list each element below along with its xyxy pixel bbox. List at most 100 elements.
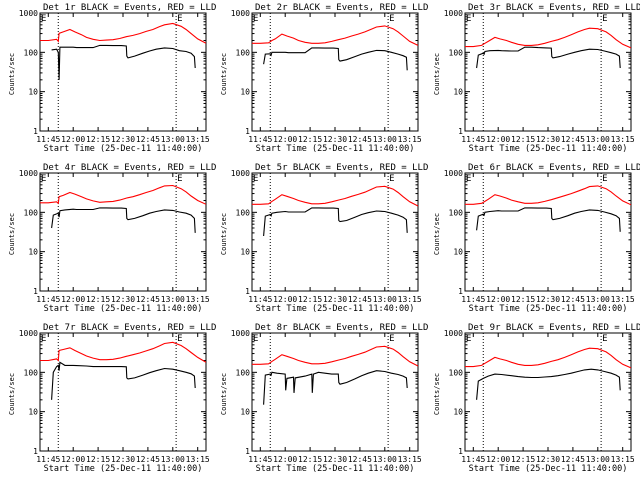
y-tick-label: 1 (33, 447, 38, 456)
y-tick-label: 100 (449, 48, 464, 57)
y-tick-label: 10 (28, 88, 38, 97)
chart-title: Det 8r BLACK = Events, RED = LLD (255, 323, 428, 333)
series-line-lld (252, 345, 418, 367)
chart-title: Det 7r BLACK = Events, RED = LLD (43, 323, 216, 333)
marker-label: E (389, 14, 394, 24)
x-tick-label: 13:15 (186, 455, 210, 464)
x-tick-label: 12:45 (348, 135, 372, 144)
y-tick-label: 10 (453, 88, 463, 97)
x-tick-label: 11:45 (248, 455, 272, 464)
marker-label: E (253, 174, 258, 184)
plot-frame (251, 12, 419, 132)
plot-frame (39, 12, 207, 132)
chart-title: Det 1r BLACK = Events, RED = LLD (43, 3, 216, 13)
x-tick-label: 12:15 (86, 135, 110, 144)
y-axis-label: Counts/sec (433, 373, 441, 415)
x-tick-label: 13:00 (586, 295, 610, 304)
y-tick-label: 1000 (444, 169, 463, 178)
x-tick-label: 13:00 (161, 135, 185, 144)
x-tick-label: 12:15 (511, 295, 535, 304)
y-tick-label: 100 (24, 368, 39, 377)
x-tick-label: 12:15 (511, 135, 535, 144)
y-tick-label: 10 (453, 408, 463, 417)
x-axis-label: Start Time (25-Dec-11 11:40:00) (256, 304, 415, 314)
y-tick-label: 1000 (231, 169, 250, 178)
x-tick-label: 12:15 (86, 295, 110, 304)
marker-label: E (177, 174, 182, 184)
x-tick-label: 12:15 (298, 455, 322, 464)
series-line-events (263, 207, 408, 237)
marker-label: E (466, 14, 471, 24)
series-line-events (263, 47, 408, 71)
y-tick-label: 1000 (19, 9, 38, 18)
x-axis-label: Start Time (25-Dec-11 11:40:00) (44, 464, 203, 474)
y-axis-label: Counts/sec (8, 213, 16, 255)
x-tick-label: 12:00 (486, 455, 510, 464)
x-tick-label: 12:00 (61, 135, 85, 144)
x-tick-label: 13:15 (398, 295, 422, 304)
x-tick-label: 13:15 (398, 135, 422, 144)
chart-title: Det 6r BLACK = Events, RED = LLD (468, 163, 640, 173)
x-tick-label: 11:45 (461, 295, 485, 304)
y-tick-label: 1 (245, 447, 250, 456)
marker-label: E (389, 174, 394, 184)
series-line-events (263, 370, 408, 405)
x-tick-label: 11:45 (36, 135, 60, 144)
x-tick-label: 12:00 (486, 135, 510, 144)
x-tick-label: 13:00 (373, 135, 397, 144)
marker-label: E (41, 174, 46, 184)
y-tick-label: 10 (28, 408, 38, 417)
series-line-events (476, 368, 621, 400)
y-axis-label: Counts/sec (8, 53, 16, 95)
x-tick-label: 12:30 (111, 295, 135, 304)
plot-frame (464, 172, 632, 292)
x-tick-label: 12:00 (486, 295, 510, 304)
x-tick-label: 13:15 (186, 135, 210, 144)
x-tick-label: 12:45 (348, 295, 372, 304)
y-tick-label: 10 (240, 408, 250, 417)
series-line-events (476, 207, 621, 232)
series-line-lld (252, 185, 418, 207)
x-tick-label: 12:00 (61, 295, 85, 304)
x-tick-label: 11:45 (36, 455, 60, 464)
x-tick-label: 11:45 (461, 135, 485, 144)
series-line-events (51, 207, 196, 233)
y-tick-label: 1 (33, 287, 38, 296)
x-tick-label: 11:45 (461, 455, 485, 464)
x-tick-label: 12:00 (273, 135, 297, 144)
x-tick-label: 13:00 (373, 455, 397, 464)
x-tick-label: 12:45 (136, 135, 160, 144)
y-tick-label: 1000 (231, 9, 250, 18)
y-tick-label: 1 (458, 447, 463, 456)
x-tick-label: 11:45 (36, 295, 60, 304)
marker-label: E (253, 334, 258, 344)
x-tick-label: 12:45 (561, 135, 585, 144)
x-tick-label: 12:15 (511, 455, 535, 464)
y-tick-label: 1 (245, 287, 250, 296)
x-tick-label: 13:15 (611, 135, 635, 144)
plot-frame (251, 332, 419, 452)
marker-label: E (41, 14, 46, 24)
x-tick-label: 12:45 (561, 295, 585, 304)
x-tick-label: 12:15 (86, 455, 110, 464)
chart-title: Det 3r BLACK = Events, RED = LLD (468, 3, 640, 13)
x-axis-label: Start Time (25-Dec-11 11:40:00) (44, 304, 203, 314)
marker-label: E (177, 334, 182, 344)
plot-frame (39, 172, 207, 292)
x-tick-label: 12:45 (136, 295, 160, 304)
chart-title: Det 2r BLACK = Events, RED = LLD (255, 3, 428, 13)
series-line-events (51, 44, 196, 80)
marker-label: E (389, 334, 394, 344)
y-tick-label: 1 (245, 127, 250, 136)
x-axis-label: Start Time (25-Dec-11 11:40:00) (469, 144, 628, 154)
series-line-events (51, 361, 196, 400)
x-tick-label: 13:15 (611, 455, 635, 464)
x-tick-label: 12:45 (136, 455, 160, 464)
x-tick-label: 12:30 (536, 455, 560, 464)
